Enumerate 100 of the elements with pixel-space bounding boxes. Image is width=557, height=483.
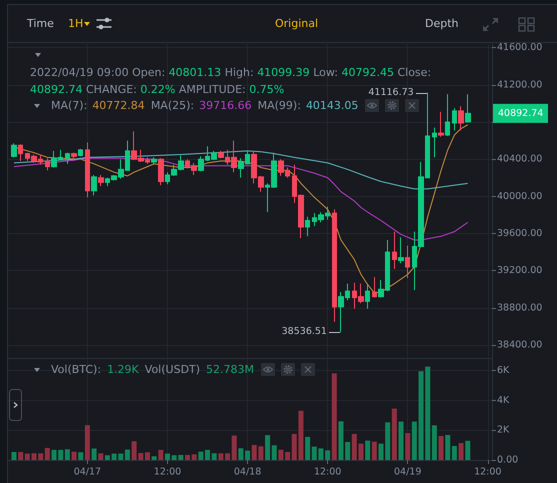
- y-tick-label: 6K: [497, 365, 510, 376]
- bar: [152, 456, 157, 460]
- bar: [132, 441, 137, 460]
- annotation: Close:: [397, 66, 432, 79]
- candlestick: [78, 148, 83, 157]
- candlestick: [151, 156, 157, 166]
- x-tick-label: 12:00: [314, 466, 342, 478]
- annotation: 40801.13: [168, 66, 222, 79]
- candlestick: [85, 142, 90, 198]
- bar: [258, 446, 264, 460]
- y-tick-label: 0.00: [497, 454, 518, 466]
- candlestick: [18, 144, 23, 162]
- x-tick-label: 12:00: [474, 466, 502, 478]
- annotation: Low:: [313, 66, 338, 79]
- candlestick: [458, 106, 464, 131]
- annotation: 41099.39: [257, 66, 310, 79]
- text: Original: [275, 16, 318, 32]
- bar: [158, 450, 164, 460]
- bar: [64, 449, 70, 460]
- line-series: [14, 150, 468, 190]
- annotation: 1.29K: [107, 363, 139, 376]
- annotation: 41116.73: [368, 86, 414, 99]
- candlestick: [432, 127, 437, 158]
- bar: [465, 440, 470, 460]
- bar: [405, 433, 410, 460]
- bar: [178, 454, 184, 460]
- annotation: 38536.51: [282, 326, 327, 338]
- bar: [305, 436, 310, 460]
- bar: [365, 440, 370, 460]
- annotation: AMPLITUDE:: [178, 83, 246, 96]
- annotation: 40772.84: [92, 99, 145, 112]
- annotation: MA(99):: [258, 99, 301, 112]
- annotation: 40792.45: [341, 66, 394, 79]
- text: 1H: [68, 16, 84, 32]
- candlestick: [438, 111, 444, 138]
- text: Time: [27, 16, 54, 32]
- x-tick-label: 04/19: [394, 466, 422, 478]
- bar: [372, 442, 377, 460]
- line-series: [14, 158, 468, 241]
- candlestick: [91, 174, 97, 196]
- bar: [84, 425, 90, 460]
- y-tick-label: 2K: [497, 424, 510, 436]
- x-tick-label: 04/17: [74, 466, 102, 478]
- annotation: MA(25):: [150, 99, 194, 112]
- annotation: Vol(USDT): [144, 363, 200, 376]
- annotation: MA(7):: [51, 99, 88, 112]
- annotation: 39716.66: [199, 99, 252, 112]
- bar: [398, 422, 404, 460]
- candlestick: [71, 152, 77, 162]
- bar: [44, 448, 50, 460]
- y-tick-label: 39600.00: [497, 228, 542, 240]
- annotation: 0.22%: [140, 83, 176, 96]
- text: Depth: [425, 16, 459, 32]
- candlestick: [11, 142, 17, 158]
- candlestick: [332, 208, 337, 322]
- annotation: CHANGE:: [86, 83, 137, 96]
- bar: [332, 373, 337, 460]
- bar: [452, 446, 457, 460]
- candlestick: [305, 216, 310, 237]
- y-tick-label: 38400.00: [497, 339, 542, 350]
- bar: [92, 448, 97, 460]
- annotation: 52.783M: [206, 363, 254, 376]
- y-tick-label: 38800.00: [497, 302, 542, 314]
- candlestick: [452, 108, 457, 131]
- y-tick-label: 39200.00: [497, 265, 542, 276]
- annotation: 2022/04/19 09:00 Open:: [30, 66, 166, 79]
- y-tick-label: 40000.00: [497, 190, 542, 202]
- candlestick: [372, 276, 377, 298]
- candlestick: [158, 158, 164, 186]
- bar: [445, 434, 450, 460]
- annotation: Vol(BTC):: [51, 363, 102, 376]
- candlestick: [98, 174, 104, 187]
- candlestick: [405, 245, 410, 279]
- annotation: 0.75%: [249, 83, 284, 96]
- candlestick: [45, 158, 50, 171]
- text: 40892.74: [498, 108, 544, 119]
- bar: [72, 452, 77, 460]
- y-tick-label: 4K: [497, 394, 510, 406]
- bar: [78, 452, 84, 460]
- bar: [458, 443, 464, 460]
- bar: [18, 452, 24, 460]
- candlestick: [392, 231, 397, 270]
- annotation: High:: [224, 66, 254, 79]
- candlestick: [398, 236, 404, 264]
- bar: [98, 453, 104, 460]
- annotation: 40143.05: [306, 99, 358, 112]
- candlestick: [65, 152, 70, 164]
- bar: [392, 408, 397, 460]
- bar: [438, 436, 444, 460]
- annotation: 40892.74: [30, 83, 82, 96]
- y-tick-label: 41200.00: [497, 79, 542, 90]
- x-tick-label: 04/18: [234, 466, 262, 478]
- y-tick-label: 40400.00: [497, 154, 542, 165]
- candlestick: [465, 94, 471, 124]
- candlestick: [445, 94, 450, 136]
- bar: [12, 452, 17, 460]
- candlestick: [365, 283, 370, 310]
- bar: [432, 425, 437, 460]
- x-tick-label: 12:00: [154, 466, 182, 478]
- y-tick-label: 41600.00: [497, 42, 542, 54]
